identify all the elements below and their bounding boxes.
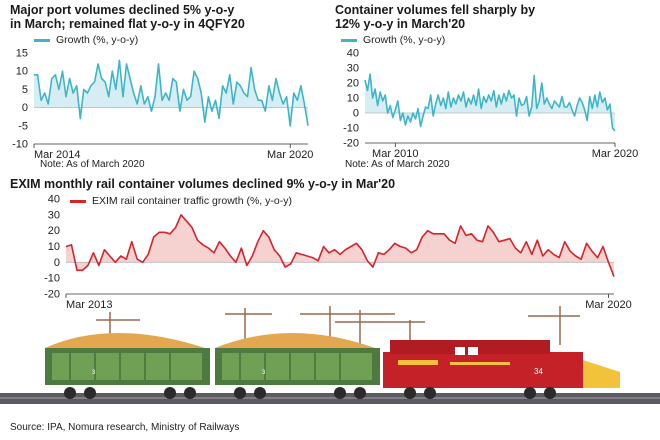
container-volumes-chart: -20 -10 0 10 20 30 40 Mar 2010 Mar 2020: [343, 48, 638, 161]
hopper-wagon-2: 3: [215, 333, 380, 399]
panel1-legend-label: Growth (%, y-o-y): [56, 34, 139, 46]
panel3-legend: EXIM rail container traffic growth (%, y…: [70, 195, 292, 207]
exim-area: [66, 214, 614, 277]
panel2-legend-swatch: [341, 38, 357, 42]
exim-ytick-label: 40: [48, 194, 60, 206]
containers-ytick-label: 40: [347, 48, 359, 60]
ports-ytick-label: -5: [18, 120, 28, 132]
exim-ytick-label: -20: [44, 289, 60, 301]
containers-area: [365, 74, 615, 131]
exim-xtick-label: Mar 2013: [66, 299, 112, 311]
exim-series-line: [65, 214, 615, 277]
ports-xtick-label: Mar 2020: [267, 149, 313, 161]
panel2-legend: Growth (%, y-o-y): [341, 34, 445, 46]
containers-xtick-label: Mar 2020: [592, 148, 638, 160]
containers-ytick-label: 20: [347, 78, 359, 90]
containers-series-line: [364, 73, 616, 132]
exim-ytick-label: 10: [48, 241, 60, 253]
exim-rail-chart: -20 -10 0 10 20 30 40 Mar 2013 Mar 2020: [44, 194, 632, 312]
containers-ytick-label: 0: [353, 108, 359, 120]
wagon2-number: 3: [262, 370, 266, 376]
exim-ytick-label: 30: [48, 209, 60, 221]
containers-xtick-label: Mar 2010: [372, 148, 418, 160]
ports-ytick-label: -10: [12, 139, 28, 151]
panel2-note: Note: As of March 2020: [345, 159, 450, 170]
train-illustration: 3 3 34: [0, 306, 660, 420]
panel2-legend-label: Growth (%, y-o-y): [363, 34, 446, 46]
ports-xtick-label: Mar 2014: [34, 149, 80, 161]
locomotive: 34: [383, 340, 620, 399]
panel3-legend-swatch: [70, 199, 86, 203]
port-volumes-chart: -10 -5 0 5 10 15 Mar 2014 Mar 2020: [12, 48, 313, 162]
ports-series-line: [34, 59, 309, 127]
containers-ytick-label: -20: [343, 138, 359, 150]
ports-ytick-label: 15: [16, 48, 28, 60]
panel1-legend: Growth (%, y-o-y): [34, 34, 138, 46]
exim-ytick-label: 0: [54, 257, 60, 269]
panel1-legend-swatch: [34, 38, 50, 42]
locomotive-number: 34: [534, 367, 543, 376]
exim-xtick-label: Mar 2020: [585, 299, 631, 311]
wagon1-number: 3: [92, 370, 96, 376]
panel2-title-line1: Container volumes fell sharply by: [335, 3, 536, 17]
containers-ytick-label: 10: [347, 93, 359, 105]
panel3-title: EXIM monthly rail container volumes decl…: [10, 177, 396, 191]
ports-ytick-label: 10: [16, 66, 28, 78]
panel2-title: Container volumes fell sharply by 12% y-…: [335, 3, 635, 31]
containers-ytick-label: 30: [347, 63, 359, 75]
panel2-title-line2: 12% y-o-y in March'20: [335, 17, 466, 31]
exim-ytick-label: 20: [48, 225, 60, 237]
ports-ytick-label: 5: [22, 84, 28, 96]
exim-ytick-label: -10: [44, 273, 60, 285]
source-note: Source: IPA, Nomura research, Ministry o…: [10, 422, 240, 433]
panel3-legend-label: EXIM rail container traffic growth (%, y…: [92, 195, 292, 207]
containers-ytick-label: -10: [343, 123, 359, 135]
panel1-note: Note: As of March 2020: [40, 159, 145, 170]
hopper-wagon-1: 3: [45, 333, 210, 399]
panel1-title-line2: in March; remained flat y-o-y in 4QFY20: [10, 17, 245, 31]
panel1-title: Major port volumes declined 5% y-o-y in …: [10, 3, 310, 31]
ports-ytick-label: 0: [22, 102, 28, 114]
panel1-title-line1: Major port volumes declined 5% y-o-y: [10, 3, 235, 17]
